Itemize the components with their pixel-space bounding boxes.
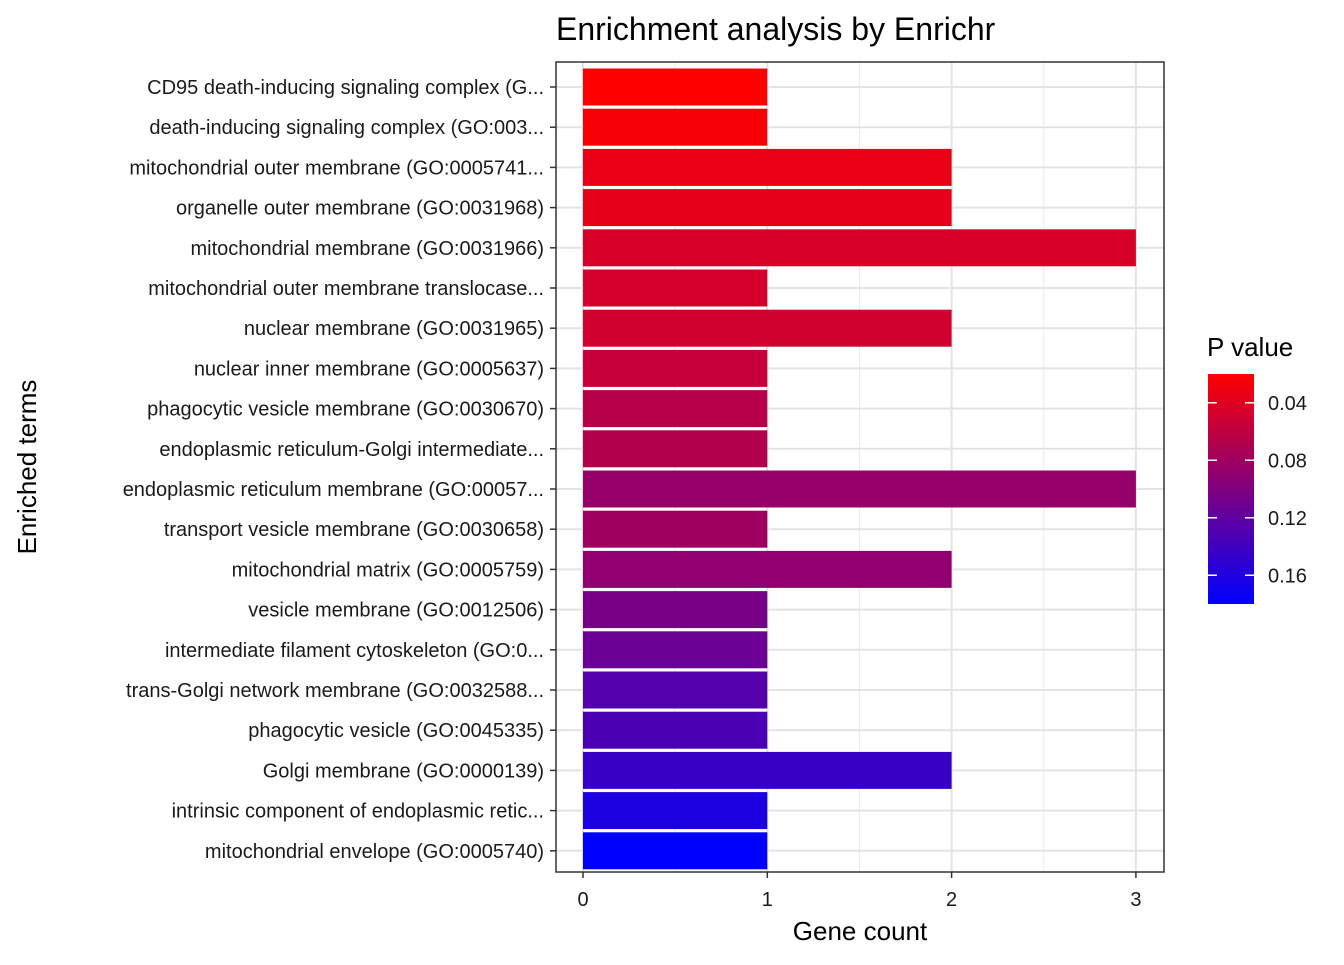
legend-colorbar — [1208, 374, 1254, 604]
bar — [583, 832, 768, 870]
y-tick-label: intermediate filament cytoskeleton (GO:0… — [165, 640, 544, 662]
legend: P value 0.04 0.08 0.12 0.16 — [1207, 332, 1307, 604]
bar — [583, 510, 768, 548]
bar — [583, 550, 952, 588]
y-tick-label: mitochondrial matrix (GO:0005759) — [232, 559, 544, 581]
x-axis-label: Gene count — [793, 916, 928, 946]
bar — [583, 751, 952, 789]
y-tick-label: intrinsic component of endoplasmic retic… — [172, 801, 544, 823]
y-axis: CD95 death-inducing signaling complex (G… — [123, 77, 556, 863]
y-tick-label: endoplasmic reticulum-Golgi intermediate… — [159, 439, 544, 461]
y-tick-label: mitochondrial envelope (GO:0005740) — [205, 841, 544, 863]
y-tick-label: Golgi membrane (GO:0000139) — [263, 760, 544, 782]
bar — [583, 269, 768, 307]
y-tick-label: mitochondrial outer membrane translocase… — [148, 278, 544, 300]
y-tick-label: death-inducing signaling complex (GO:003… — [149, 117, 544, 139]
bar — [583, 711, 768, 749]
bar — [583, 631, 768, 669]
bar — [583, 229, 1136, 267]
bar — [583, 591, 768, 629]
bars — [583, 68, 1136, 870]
bar — [583, 349, 768, 387]
y-tick-label: nuclear inner membrane (GO:0005637) — [194, 358, 544, 380]
legend-tick-label: 0.12 — [1268, 508, 1307, 530]
legend-title: P value — [1207, 332, 1293, 362]
y-tick-label: mitochondrial membrane (GO:0031966) — [190, 238, 544, 260]
x-tick-label: 3 — [1130, 889, 1141, 911]
legend-tick-label: 0.04 — [1268, 393, 1307, 415]
x-tick-label: 1 — [762, 889, 773, 911]
y-tick-label: phagocytic vesicle membrane (GO:0030670) — [147, 399, 544, 421]
y-tick-label: CD95 death-inducing signaling complex (G… — [147, 77, 544, 99]
y-tick-label: organelle outer membrane (GO:0031968) — [176, 198, 544, 220]
y-tick-label: mitochondrial outer membrane (GO:0005741… — [129, 157, 544, 179]
bar — [583, 189, 952, 227]
bar — [583, 792, 768, 830]
y-tick-label: trans-Golgi network membrane (GO:0032588… — [126, 680, 544, 702]
y-tick-label: nuclear membrane (GO:0031965) — [244, 318, 544, 340]
bar — [583, 148, 952, 186]
plot-border — [555, 61, 1165, 873]
bar — [583, 68, 768, 106]
y-tick-label: vesicle membrane (GO:0012506) — [248, 600, 544, 622]
bar — [583, 430, 768, 468]
legend-tick-label: 0.08 — [1268, 450, 1307, 472]
x-tick-label: 2 — [946, 889, 957, 911]
x-axis: 0 1 2 3 — [577, 872, 1141, 911]
y-tick-label: phagocytic vesicle (GO:0045335) — [248, 720, 544, 742]
bar — [583, 390, 768, 428]
chart-title: Enrichment analysis by Enrichr — [556, 11, 996, 47]
y-tick-label: endoplasmic reticulum membrane (GO:00057… — [123, 479, 544, 501]
bar — [583, 108, 768, 146]
legend-tick-label: 0.16 — [1268, 565, 1307, 587]
x-tick-label: 0 — [577, 889, 588, 911]
y-tick-label: transport vesicle membrane (GO:0030658) — [164, 519, 544, 541]
legend-ticks: 0.04 0.08 0.12 0.16 — [1208, 393, 1307, 587]
bar — [583, 309, 952, 347]
bar — [583, 671, 768, 709]
bar — [583, 470, 1136, 508]
y-axis-label: Enriched terms — [12, 380, 42, 555]
